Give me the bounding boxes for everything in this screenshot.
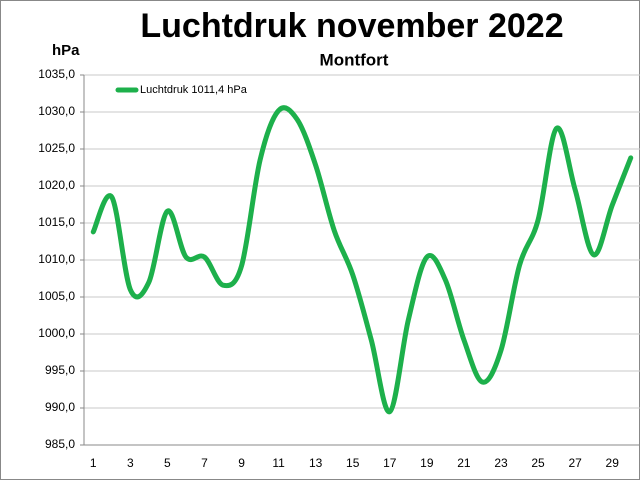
x-tick-label: 29 (606, 456, 620, 470)
x-tick-label: 19 (420, 456, 434, 470)
x-tick-label: 15 (346, 456, 360, 470)
x-tick-label: 11 (272, 456, 285, 470)
y-tick-label: 1005,0 (38, 289, 75, 303)
y-tick-label: 1010,0 (38, 252, 75, 266)
x-tick-label: 7 (201, 456, 208, 470)
chart-title: Luchtdruk november 2022 (140, 7, 563, 45)
y-tick-label: 1030,0 (38, 104, 75, 118)
data-line (90, 105, 634, 415)
x-tick-label: 3 (127, 456, 134, 470)
y-tick-label: 990,0 (45, 400, 75, 414)
y-tick-label: 1035,0 (38, 67, 75, 81)
x-tick-label: 5 (164, 456, 171, 470)
y-tick-label: 985,0 (45, 437, 75, 451)
x-tick-label: 9 (238, 456, 245, 470)
x-tick-label: 27 (568, 456, 582, 470)
y-tick-label: 1015,0 (38, 215, 75, 229)
x-tick-label: 17 (383, 456, 397, 470)
y-tick-label: 1000,0 (38, 326, 75, 340)
chart-subtitle: Montfort (320, 50, 389, 69)
y-tick-label: 1025,0 (38, 141, 75, 155)
x-tick-label: 23 (494, 456, 508, 470)
y-tick-label: 995,0 (45, 363, 75, 377)
x-tick-label: 25 (531, 456, 545, 470)
x-tick-label: 1 (90, 456, 97, 470)
y-axis-label: hPa (52, 42, 80, 59)
y-tick-label: 1020,0 (38, 178, 75, 192)
legend-label: Luchtdruk 1011,4 hPa (140, 84, 248, 96)
x-tick-label: 13 (309, 456, 323, 470)
x-tick-label: 21 (457, 456, 471, 470)
